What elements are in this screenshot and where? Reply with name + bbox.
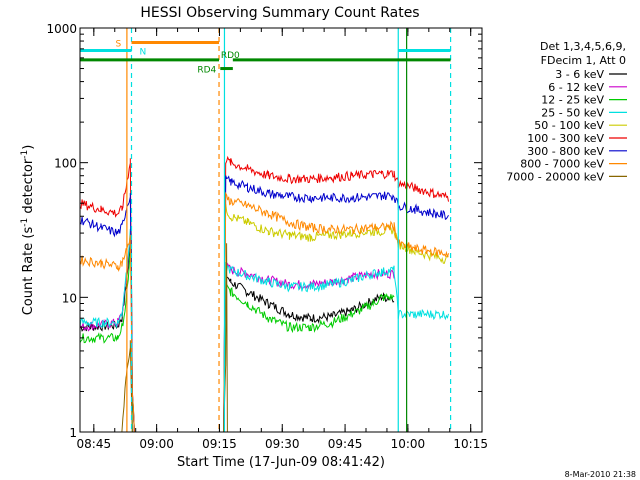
legend: Det 1,3,4,5,6,9, FDecim 1, Att 0 3 - 6 k… [506,40,627,183]
status-bar-label-5: RD4 [197,66,216,76]
chart-title: HESSI Observing Summary Count Rates [140,5,419,21]
legend-label-7: 800 - 7000 keV [520,158,604,171]
timestamp: 8-Mar-2010 21:38 [565,470,636,479]
x-tick-label-5: 10:00 [391,437,426,451]
x-tick-label-1: 09:00 [139,437,174,451]
y-axis-label-sup2: -1 [20,150,30,159]
plot-series-group [80,155,449,432]
series-line-3 [80,225,449,432]
legend-label-3: 25 - 50 keV [541,106,604,119]
status-bar-label-0: S [116,40,122,50]
series-line-5 [80,155,449,432]
x-tick-label-6: 10:15 [453,437,488,451]
series-line-6 [80,175,449,432]
legend-label-6: 300 - 800 keV [527,145,604,158]
series-line-4 [225,203,449,264]
x-tick-label-4: 09:45 [328,437,363,451]
y-tick-label-1: 10 [62,291,77,305]
series-line-8 [121,243,228,432]
plot-frame [79,27,483,433]
series-line-7 [80,191,449,432]
x-axis-label: Start Time (17-Jun-09 08:41:42) [177,455,385,470]
legend-label-1: 6 - 12 keV [548,81,604,94]
y-axis: 1 10 100 1000 [46,22,482,440]
legend-label-8: 7000 - 20000 keV [506,170,604,183]
y-tick-label-3: 1000 [46,22,77,36]
legend-label-4: 50 - 100 keV [534,119,604,132]
x-tick-label-0: 08:45 [77,437,112,451]
legend-label-5: 100 - 300 keV [527,132,604,145]
y-tick-label-0: 1 [69,426,77,440]
plot-overlays-group [80,28,452,432]
status-bar-label-1: N [140,48,147,58]
y-axis-label-part1: Count Rate (s [21,227,36,316]
y-axis-label: Count Rate (s-1 detector-1) [20,145,36,316]
x-axis: 08:45 09:00 09:15 09:30 09:45 10:00 10:15 [77,28,488,451]
legend-header-2: FDecim 1, Att 0 [541,54,626,67]
x-tick-label-2: 09:15 [202,437,237,451]
legend-header-1: Det 1,3,4,5,6,9, [540,40,626,53]
status-bar-label-4: RD0 [221,51,240,61]
legend-label-0: 3 - 6 keV [555,68,604,81]
y-tick-label-2: 100 [54,157,77,171]
y-axis-label-sup1: -1 [20,218,30,227]
y-axis-label-part3: ) [21,145,36,150]
x-tick-label-3: 09:30 [265,437,300,451]
legend-label-2: 12 - 25 keV [541,94,604,107]
y-axis-label-part2: detector [21,158,36,218]
